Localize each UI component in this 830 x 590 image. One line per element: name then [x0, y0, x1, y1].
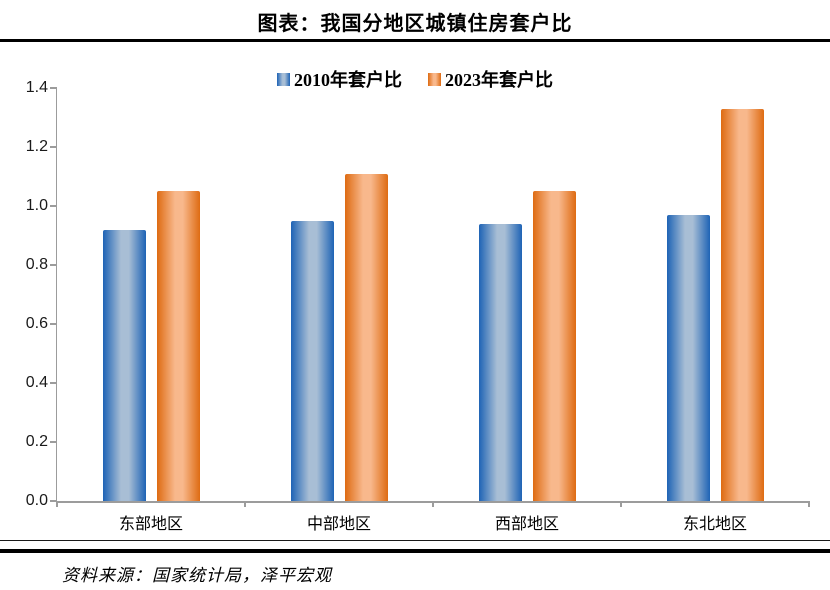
chart-title: 图表：我国分地区城镇住房套户比 [257, 13, 573, 35]
legend-item-2023: 2023年套户比 [428, 66, 553, 92]
legend-item-2010: 2010年套户比 [277, 66, 402, 92]
y-axis-tick [50, 264, 57, 266]
x-axis-label: 东部地区 [118, 516, 183, 533]
bar-2023 [156, 191, 200, 501]
x-axis-tick [620, 501, 622, 507]
bar-2023 [344, 173, 388, 501]
y-axis-line [55, 88, 57, 503]
legend-label-2010: 2010年套户比 [294, 70, 402, 90]
y-axis-label: 1.2 [25, 138, 48, 155]
y-axis-tick [50, 500, 57, 502]
legend-swatch-2023 [428, 72, 441, 86]
x-axis-label: 东北地区 [682, 516, 747, 533]
x-axis-tick [56, 501, 58, 507]
bar-2023 [720, 108, 764, 501]
footer-divider-thick-line [0, 549, 830, 553]
chart-legend: 2010年套户比 2023年套户比 [0, 66, 830, 92]
title-divider-line [0, 39, 830, 42]
x-axis-label: 西部地区 [494, 516, 559, 533]
footer-divider-thin-line [0, 540, 830, 541]
source-note: 资料来源：国家统计局，泽平宏观 [62, 566, 332, 585]
y-axis-label: 0.8 [25, 256, 48, 273]
y-axis-tick [50, 146, 57, 148]
y-axis-label: 0.0 [25, 492, 48, 509]
y-axis-tick [50, 441, 57, 443]
bar-2010 [102, 229, 146, 501]
y-axis-label: 0.4 [25, 374, 48, 391]
legend-swatch-2010 [277, 72, 290, 86]
x-axis-tick [432, 501, 434, 507]
y-axis-label: 1.0 [25, 197, 48, 214]
y-axis-tick [50, 382, 57, 384]
bar-2010 [290, 220, 334, 501]
bar-2023 [532, 191, 576, 501]
y-axis-tick [50, 87, 57, 89]
legend-label-2023: 2023年套户比 [445, 70, 553, 90]
y-axis-tick [50, 205, 57, 207]
y-axis-label: 0.6 [25, 315, 48, 332]
bar-2010 [666, 214, 710, 501]
x-axis-label: 中部地区 [306, 516, 371, 533]
x-axis-tick [808, 501, 810, 507]
y-axis-label: 1.4 [25, 79, 48, 96]
x-axis-tick [244, 501, 246, 507]
y-axis-label: 0.2 [25, 433, 48, 450]
bar-2010 [478, 223, 522, 501]
y-axis-tick [50, 323, 57, 325]
